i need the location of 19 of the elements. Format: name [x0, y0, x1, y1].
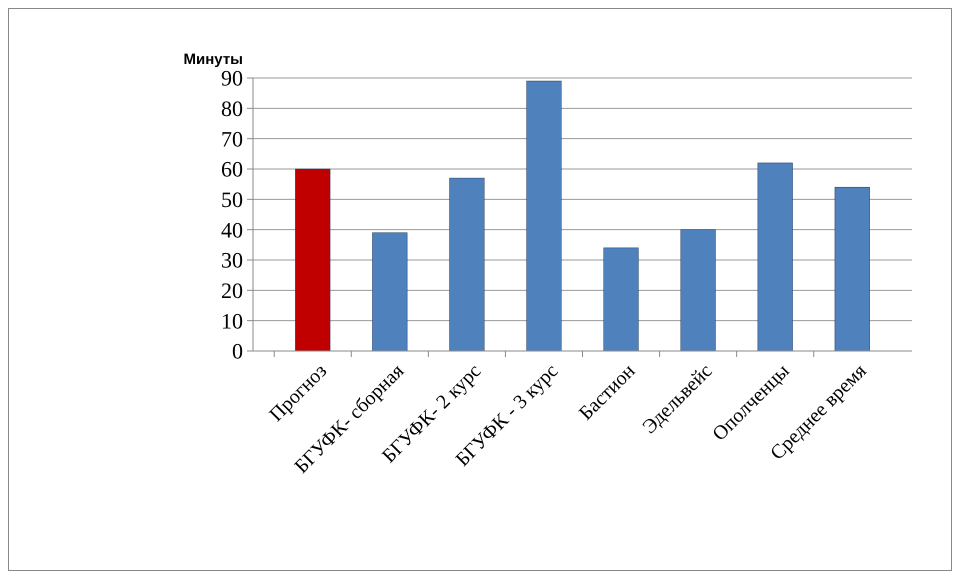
bar: [834, 186, 870, 352]
y-tick-label: 0: [232, 338, 243, 364]
y-tick-label: 10: [221, 308, 243, 334]
y-tick-label: 20: [221, 278, 243, 304]
y-axis-title: Минуты: [184, 51, 243, 68]
bar: [295, 168, 330, 352]
y-tick-label: 50: [221, 187, 243, 212]
y-tick-label: 60: [221, 156, 243, 182]
y-tick-label: 70: [221, 126, 243, 152]
bar: [449, 178, 484, 352]
bar: [526, 80, 562, 352]
bar: [680, 229, 716, 352]
y-tick-label: 30: [221, 248, 243, 273]
y-tick-label: 90: [221, 66, 243, 91]
bar: [758, 162, 793, 352]
bar: [603, 248, 639, 352]
bar: [372, 232, 408, 352]
y-tick-label: 80: [221, 96, 243, 122]
y-tick-label: 40: [221, 217, 243, 242]
